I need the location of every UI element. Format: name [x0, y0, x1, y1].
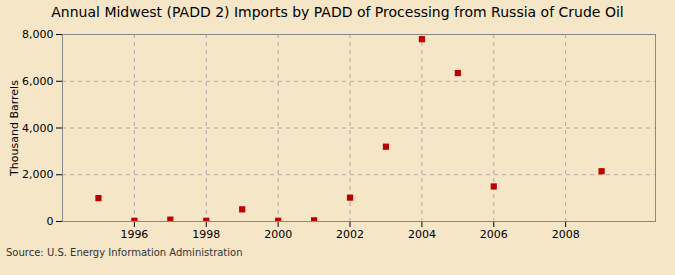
- svg-text:2000: 2000: [264, 228, 292, 241]
- html-text:Annual Midwest (PADD 2) Import: Annual Midwest (PADD 2) Imports by PADD …: [51, 4, 624, 20]
- svg-text:1998: 1998: [192, 228, 220, 241]
- svg-text:2008: 2008: [552, 228, 580, 241]
- svg-text:1996: 1996: [120, 228, 148, 241]
- svg-text:Thousand Barrels: Thousand Barrels: [8, 80, 21, 177]
- svg-text:2006: 2006: [480, 228, 508, 241]
- svg-text:2004: 2004: [408, 228, 436, 241]
- svg-text:0: 0: [47, 215, 54, 228]
- svg-text:8,000: 8,000: [22, 28, 54, 41]
- svg-text:2002: 2002: [336, 228, 364, 241]
- svg-text:2,000: 2,000: [22, 168, 54, 181]
- svg-text:6,000: 6,000: [22, 75, 54, 88]
- html-text:Source: U.S. Energy Informatio: Source: U.S. Energy Information Administ…: [6, 247, 243, 258]
- svg-text:4,000: 4,000: [22, 122, 54, 135]
